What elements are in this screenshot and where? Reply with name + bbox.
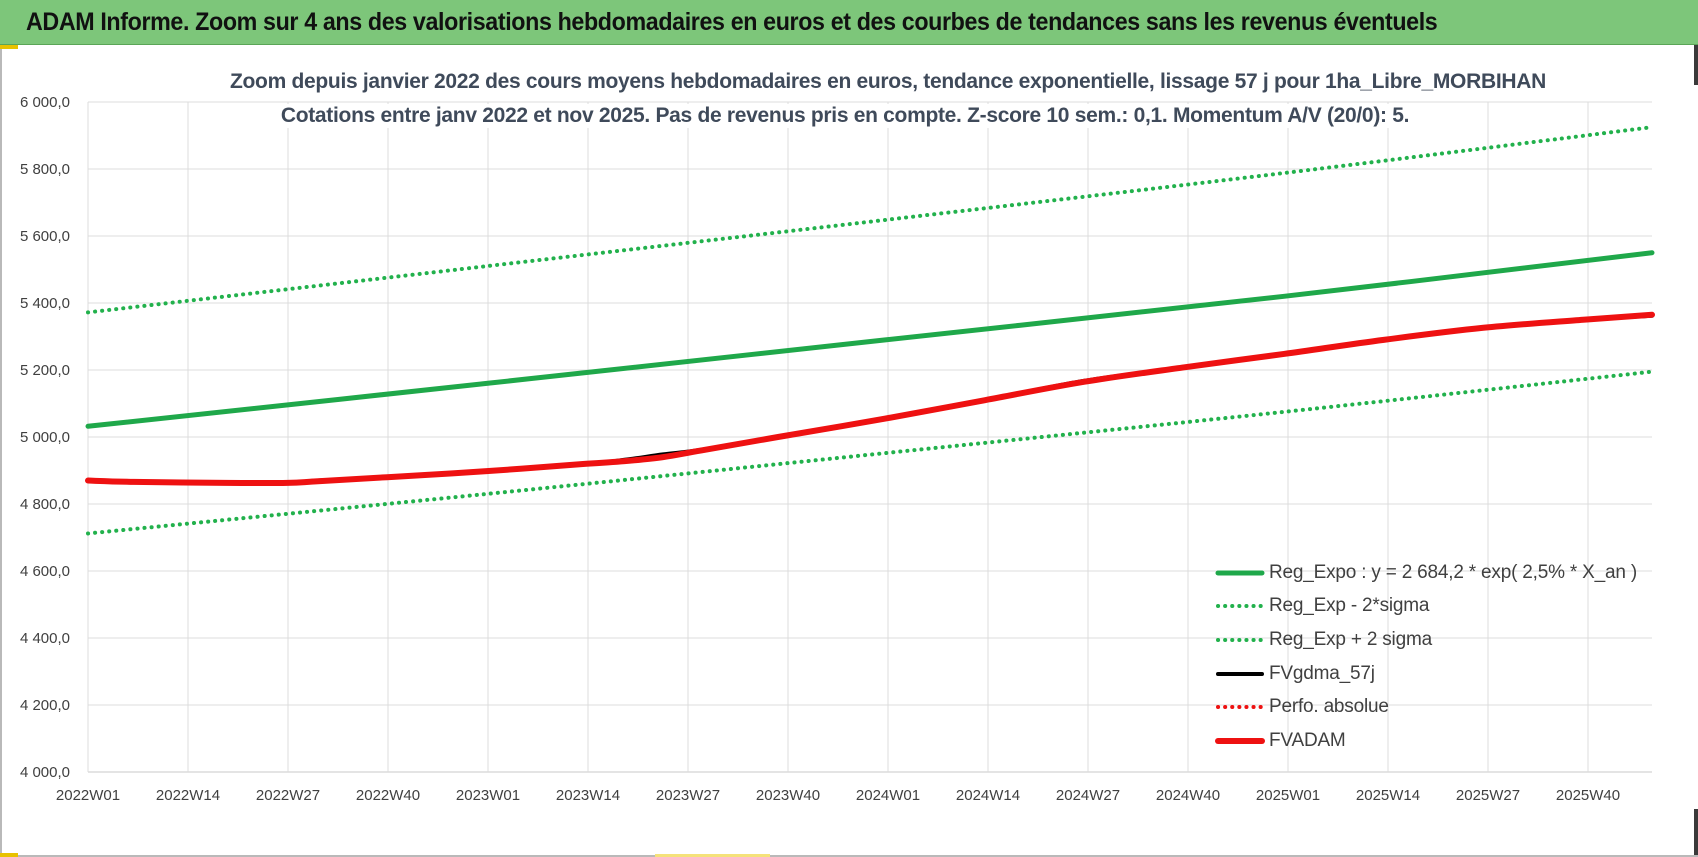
legend-label: FVgdma_57j — [1269, 662, 1375, 684]
series-band-upper — [86, 125, 1654, 315]
frame-corner-marker — [1694, 809, 1698, 855]
legend-label: Reg_Exp - 2*sigma — [1269, 595, 1430, 617]
y-tick-label: 4 600,0 — [20, 563, 70, 580]
chart-legend: Reg_Expo : y = 2 684,2 * exp( 2,5% * X_a… — [1215, 556, 1637, 758]
y-axis-ticks: 4 000,0 4 200,0 4 400,0 4 600,0 4 800,0 5 000… — [20, 94, 70, 781]
y-tick-label: 4 000,0 — [20, 764, 70, 781]
legend-item-band-lower: Reg_Exp - 2*sigma — [1215, 590, 1637, 624]
frame-corner-marker — [0, 45, 18, 49]
y-tick-label: 5 400,0 — [20, 295, 70, 312]
gridlines — [87, 101, 1652, 773]
report-title: ADAM Informe. Zoom sur 4 ans des valoris… — [26, 8, 1438, 36]
chart-frame — [0, 45, 1698, 857]
x-tick-label: 2022W27 — [256, 787, 320, 804]
y-tick-label: 6 000,0 — [20, 94, 70, 111]
y-tick-label: 5 200,0 — [20, 362, 70, 379]
frame-corner-marker — [1694, 45, 1698, 85]
legend-swatch — [1215, 570, 1265, 576]
legend-item-fvgdma: FVgdma_57j — [1215, 657, 1637, 691]
legend-label: Perfo. absolue — [1269, 696, 1389, 718]
x-tick-label: 2023W40 — [756, 787, 820, 804]
legend-item-perfo-absolue: Perfo. absolue — [1215, 690, 1637, 724]
series-band-lower — [86, 369, 1654, 536]
x-tick-label: 2024W27 — [1056, 787, 1120, 804]
y-tick-label: 4 400,0 — [20, 630, 70, 647]
legend-swatch — [1216, 637, 1264, 642]
x-tick-label: 2023W14 — [556, 787, 620, 804]
x-tick-label: 2024W14 — [956, 787, 1020, 804]
x-axis-ticks: 2022W01 2022W14 2022W27 2022W40 2023W01 2023W… — [56, 787, 1620, 804]
y-tick-label: 5 000,0 — [20, 429, 70, 446]
frame-corner-marker — [0, 853, 18, 857]
legend-label: Reg_Expo : y = 2 684,2 * exp( 2,5% * X_a… — [1269, 561, 1637, 583]
legend-label: Reg_Exp + 2 sigma — [1269, 628, 1432, 650]
legend-swatch — [1216, 671, 1264, 676]
legend-swatch — [1216, 604, 1264, 609]
x-tick-label: 2022W14 — [156, 787, 220, 804]
y-tick-label: 5 800,0 — [20, 161, 70, 178]
x-tick-label: 2022W40 — [356, 787, 420, 804]
x-tick-label: 2025W40 — [1556, 787, 1620, 804]
series-trend-expo — [85, 250, 1655, 429]
legend-item-band-upper: Reg_Exp + 2 sigma — [1215, 623, 1637, 657]
x-tick-label: 2025W27 — [1456, 787, 1520, 804]
legend-label: FVADAM — [1269, 729, 1346, 751]
y-tick-label: 4 200,0 — [20, 697, 70, 714]
x-tick-label: 2024W01 — [856, 787, 920, 804]
x-tick-label: 2025W14 — [1356, 787, 1420, 804]
y-tick-label: 4 800,0 — [20, 496, 70, 513]
x-tick-label: 2023W27 — [656, 787, 720, 804]
series-lines — [85, 125, 1655, 536]
legend-item-fvadam: FVADAM — [1215, 724, 1637, 758]
series-fvadam — [85, 311, 1655, 487]
legend-swatch — [1216, 705, 1264, 710]
x-tick-label: 2023W01 — [456, 787, 520, 804]
chart-title-line1: Zoom depuis janvier 2022 des cours moyen… — [230, 70, 1546, 94]
x-tick-label: 2022W01 — [56, 787, 120, 804]
y-tick-label: 5 600,0 — [20, 228, 70, 245]
legend-swatch — [1215, 737, 1265, 744]
report-banner: ADAM Informe. Zoom sur 4 ans des valoris… — [0, 0, 1698, 45]
x-tick-label: 2024W40 — [1156, 787, 1220, 804]
x-tick-label: 2025W01 — [1256, 787, 1320, 804]
legend-item-trend-expo: Reg_Expo : y = 2 684,2 * exp( 2,5% * X_a… — [1215, 556, 1637, 590]
frame-corner-marker — [655, 854, 770, 857]
chart-title-line2: Cotations entre janv 2022 et nov 2025. P… — [230, 104, 1460, 128]
